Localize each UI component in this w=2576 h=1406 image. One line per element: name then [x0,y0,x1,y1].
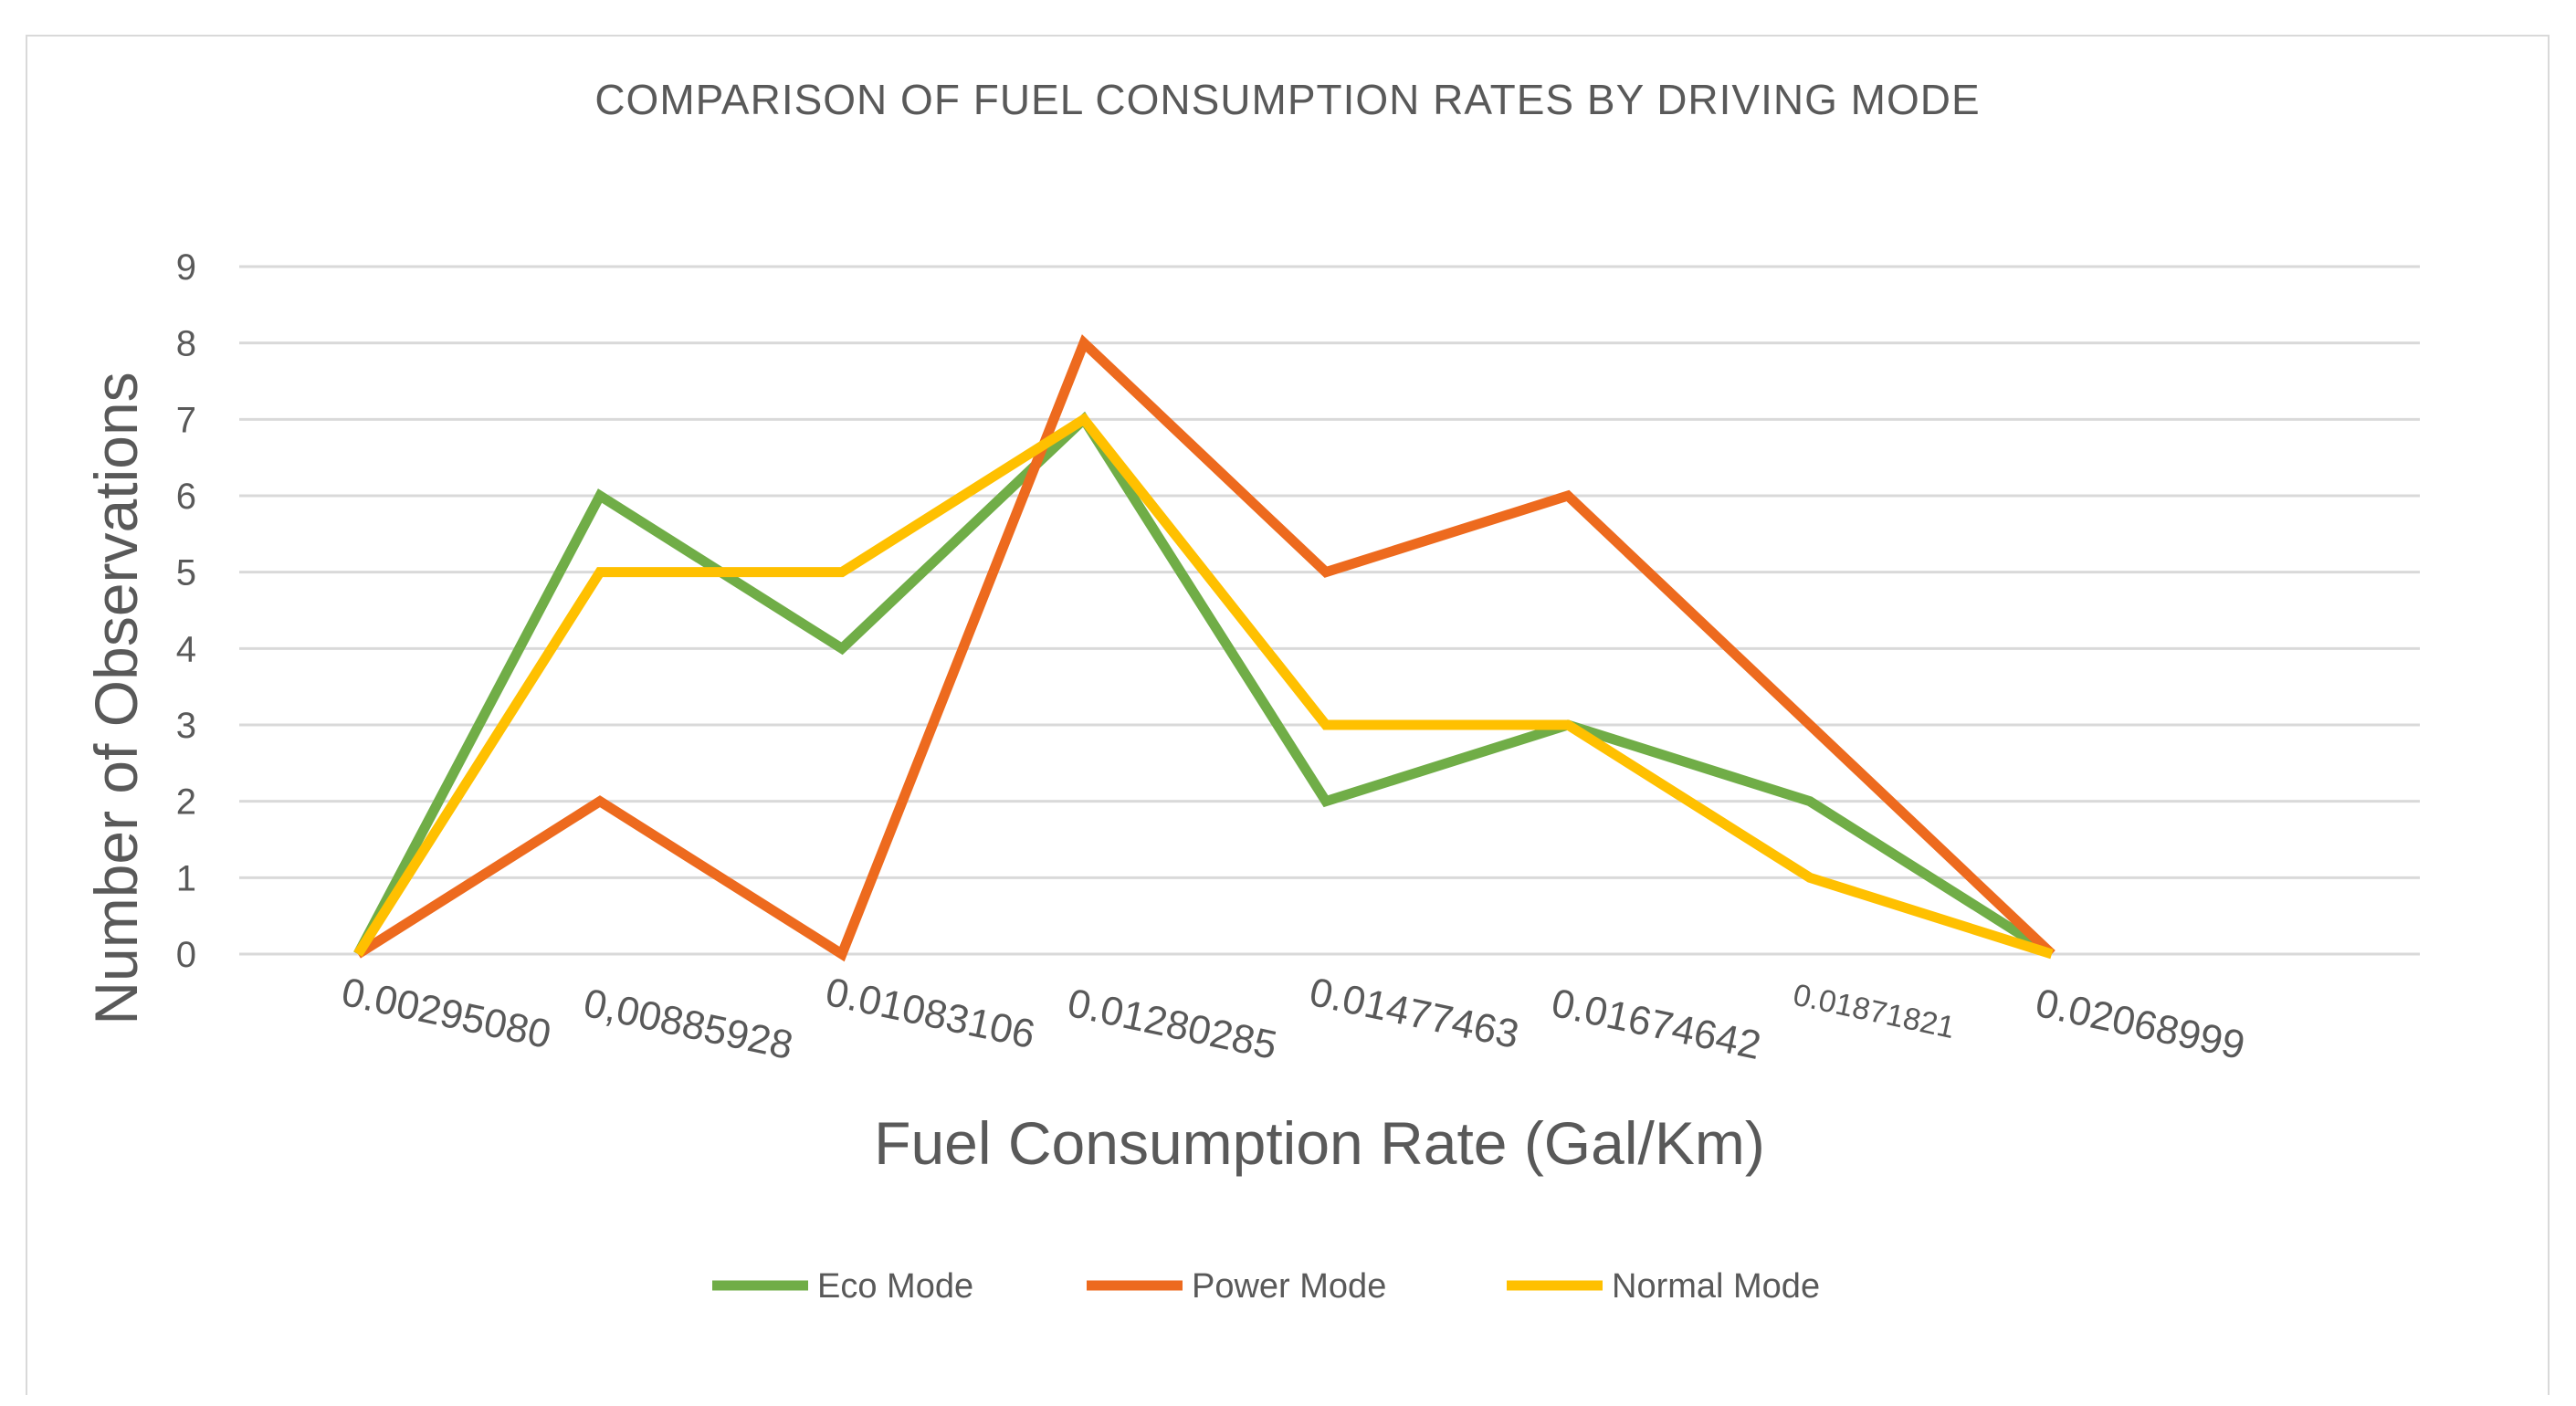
gridlines [239,265,2420,956]
y-tick-label: 0 [176,935,196,975]
y-tick-label: 5 [176,553,196,593]
series-line-power-mode [355,334,2056,962]
y-axis-label: Number of Observations [82,372,150,1024]
y-tick-label: 7 [176,400,196,440]
legend-label-normal-mode: Normal Mode [1612,1267,1820,1306]
y-tick-label: 3 [176,706,196,746]
x-tick-label: 0.00295080 [338,970,555,1057]
x-axis-ticks: 0.00295080 0,00885928 0.01083106 0.01280285… [338,970,2249,1068]
y-tick-label: 2 [176,782,196,823]
chart-frame [26,35,2550,1395]
y-tick-label: 1 [176,858,196,898]
x-tick-label: 0.01871821 [1790,978,1958,1046]
x-axis-label: Fuel Consumption Rate (Gal/Km) [874,1109,1765,1177]
x-tick-label: 0.01280285 [1064,981,1281,1068]
series-line-eco-mode [353,411,2055,959]
y-tick-label: 4 [176,629,196,669]
x-tick-label: 0.01674642 [1548,981,1765,1068]
y-axis-ticks: 0 1 2 3 4 5 6 7 8 9 [176,247,196,975]
y-tick-label: 9 [176,247,196,288]
x-tick-label: 0.01083106 [822,970,1039,1057]
series-line-normal-mode [353,413,2054,960]
chart-title: COMPARISON OF FUEL CONSUMPTION RATES BY … [594,76,1980,123]
y-tick-label: 8 [176,324,196,364]
x-tick-label: 0,00885928 [580,981,797,1068]
y-tick-label: 6 [176,477,196,517]
x-tick-label: 0.02068999 [2032,981,2249,1068]
series-lines [353,334,2056,962]
legend-label-power-mode: Power Mode [1192,1267,1386,1306]
legend-label-eco-mode: Eco Mode [817,1267,973,1306]
legend: Eco Mode Power Mode Normal Mode [712,1267,1820,1306]
x-tick-label: 0.01477463 [1306,970,1523,1057]
